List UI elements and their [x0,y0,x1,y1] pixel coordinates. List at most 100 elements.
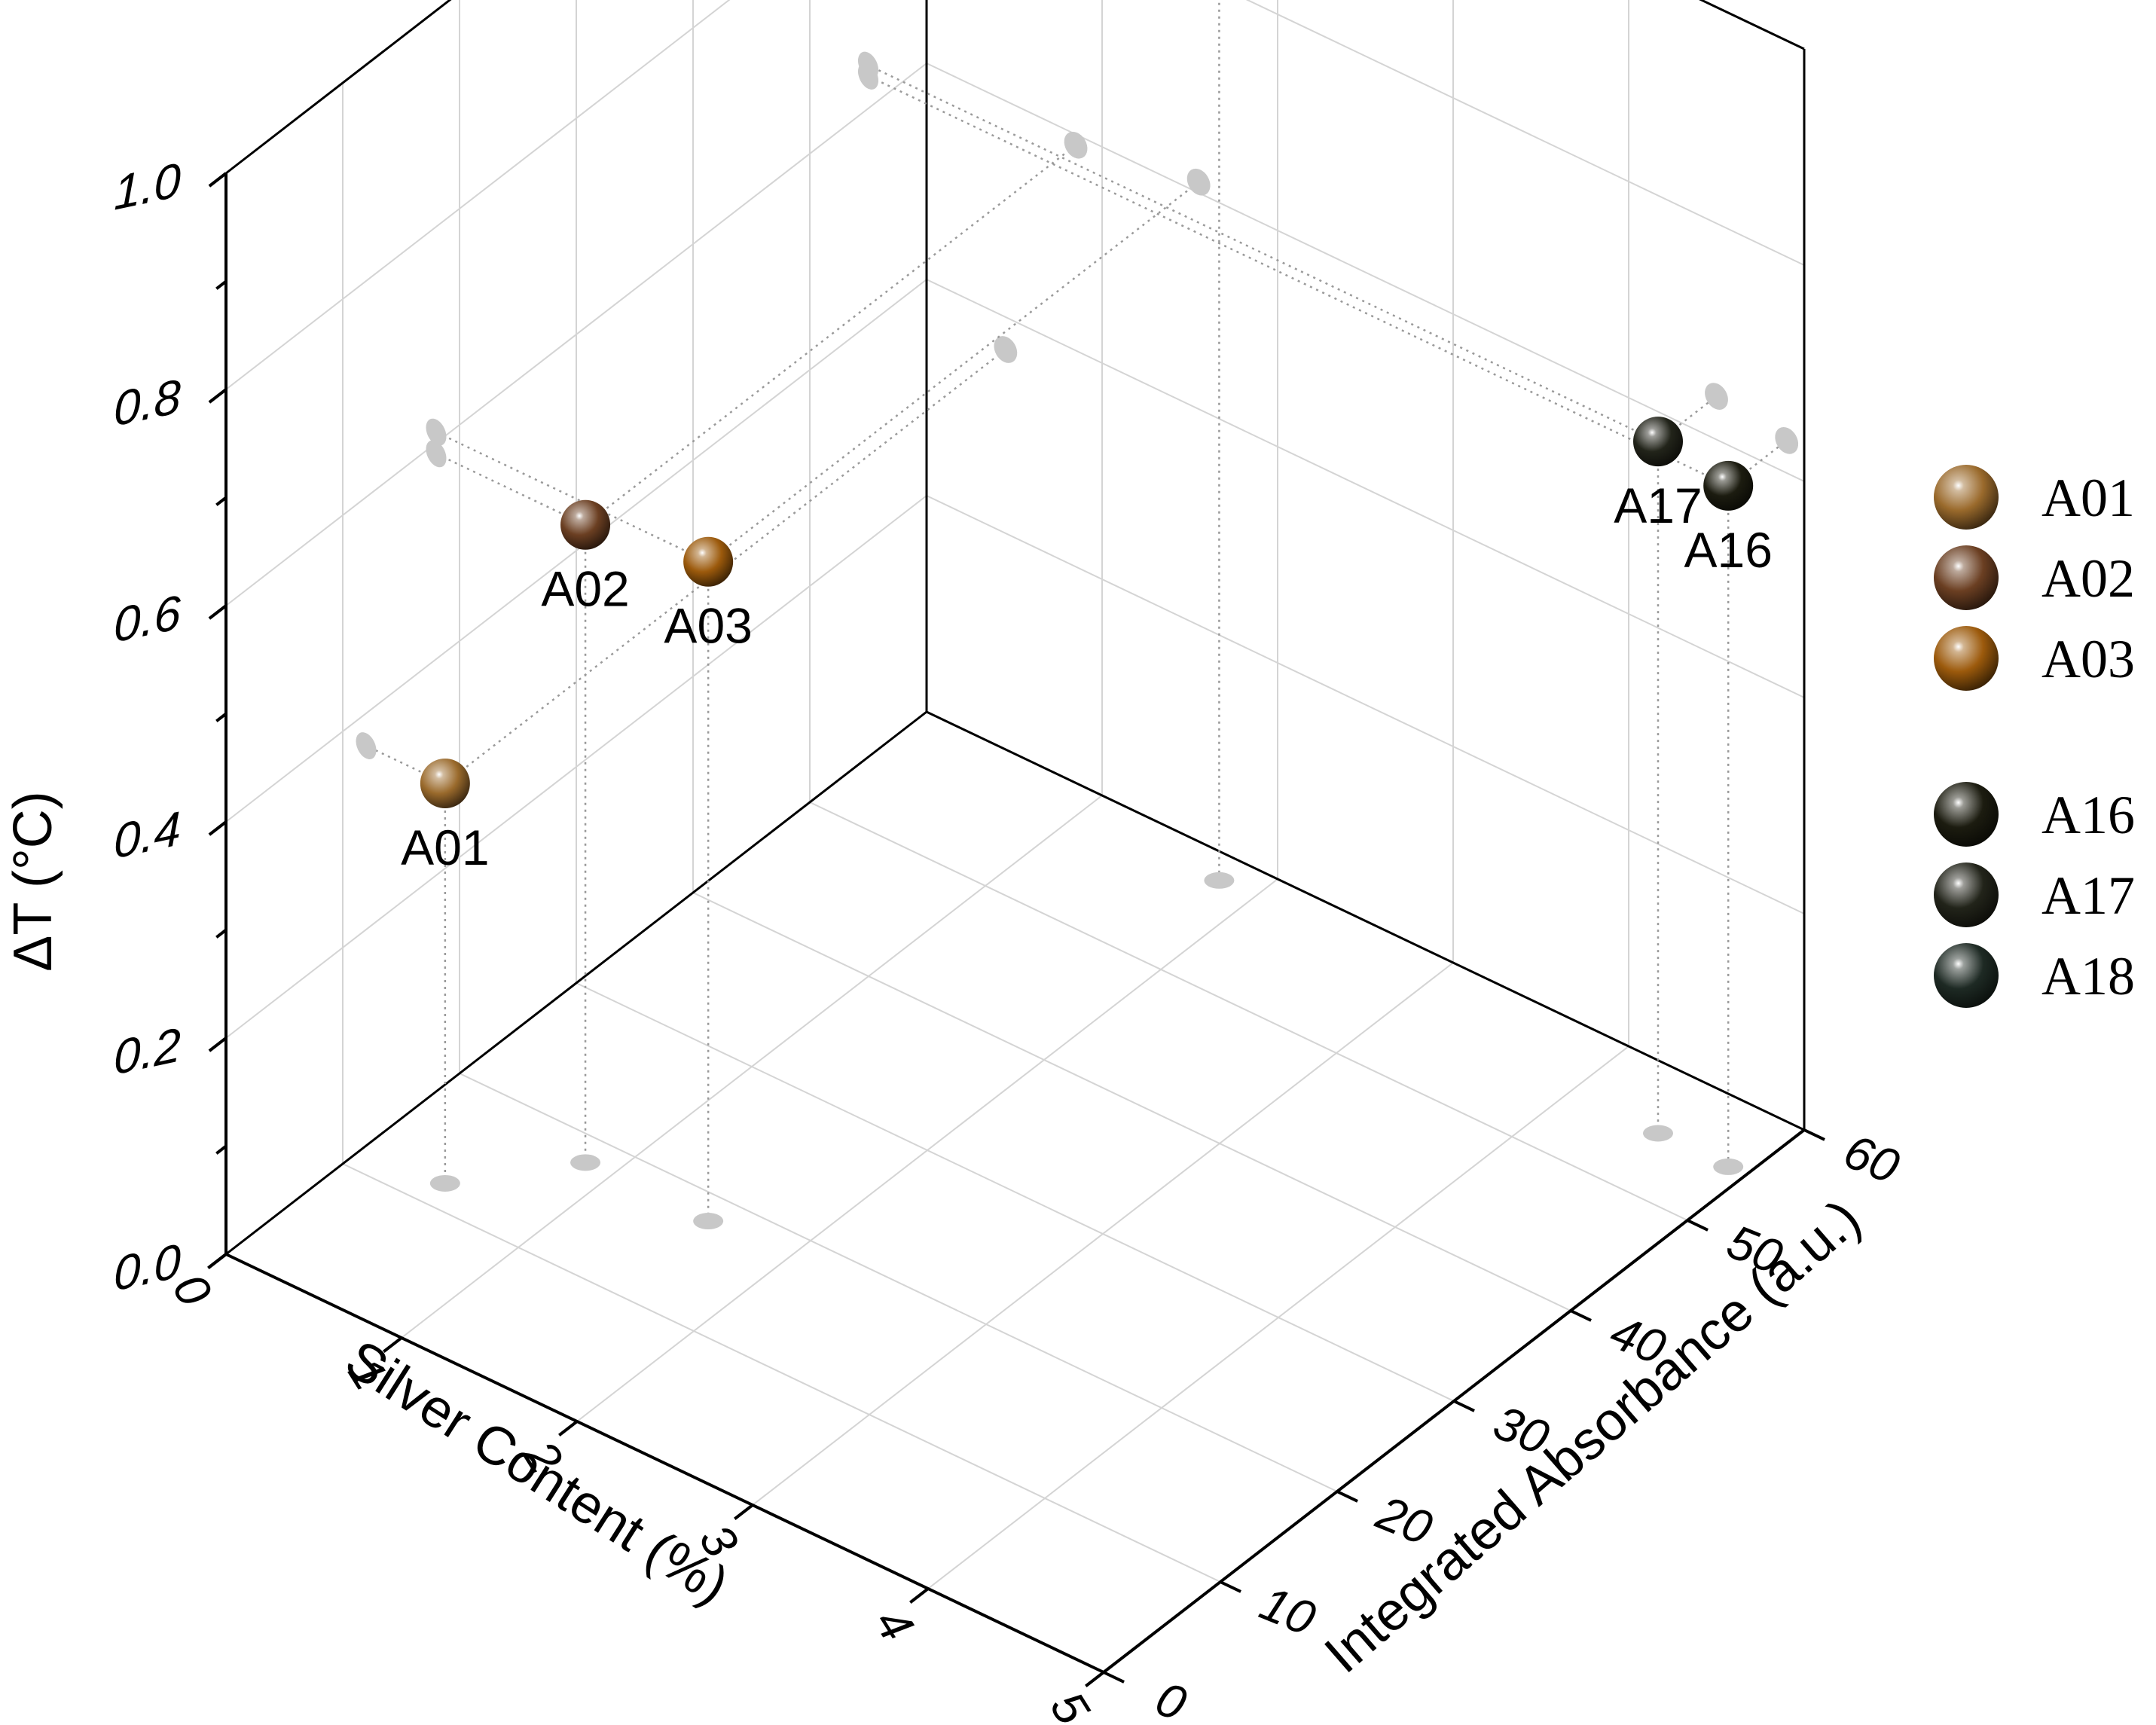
right-wall-grid-z [1699,0,1805,50]
point-label: A03 [664,598,752,654]
y-tick-label: 10 [1253,1576,1323,1647]
z-axis-tick [208,1037,228,1052]
y-axis-tick [1453,1400,1475,1412]
left-wall-shadow [857,51,879,79]
left-wall-grid-z [225,63,927,606]
point-label: A02 [541,561,629,617]
right-wall-top-edge [1699,0,1805,50]
left-wall-top-edge [225,0,452,175]
floor-grid-y [459,1073,1338,1492]
back-floor-edge [225,710,927,1256]
floor-grid-y [809,801,1688,1221]
z-axis-minor-tick [215,279,228,290]
left-wall-grid-z [225,495,927,1039]
floor-shadow [570,1154,601,1171]
left-wall-shadow [356,732,377,760]
x-tick-label: 5 [1040,1682,1100,1725]
floor-grid-y [576,982,1455,1402]
z-axis-tick [208,172,228,188]
floor-shadow [1713,1158,1744,1175]
y-tick-label: 60 [1837,1124,1907,1195]
right-wall-grid-z [926,63,1805,482]
legend-marker [1934,943,1999,1008]
z-tick-label: 0.4 [114,801,181,869]
data-point-a01 [420,759,470,808]
drop-line-right-wall [1657,395,1718,443]
drop-line-right-wall [585,144,1076,526]
floor-grid-y [692,892,1571,1311]
z-tick-label: 0.8 [114,368,181,437]
projection-lines [356,0,1799,1230]
z-axis-tick [208,388,228,404]
legend: A01 A02 A03 A16 A17 A18 [1934,465,2135,1008]
right-wall-shadow [1705,383,1728,410]
data-point-a17 [1633,417,1683,467]
z-tick-label: 0.6 [114,585,181,653]
drop-line-left-wall [867,75,1729,487]
y-axis-tick [1687,1219,1709,1232]
drop-line-left-wall [435,453,586,526]
left-wall-grid-z [225,0,731,390]
y-tick-label: 0 [1149,1671,1194,1725]
right-wall-grid-z [926,279,1805,698]
legend-label: A01 [2041,468,2135,528]
legend-label: A16 [2041,785,2135,845]
x-axis-tick [1085,1671,1105,1687]
x-axis-tick [383,1336,403,1353]
right-wall-shadow [1064,131,1088,159]
right-wall-grid-z [1245,0,1805,266]
drop-line-left-wall [435,431,709,563]
x-tick-label: 4 [864,1598,924,1650]
legend-marker [1934,465,1999,530]
point-label: A16 [1684,522,1772,578]
y-axis-tick [1803,1128,1825,1141]
z-axis-tick [208,604,228,620]
floor-grid-y [342,1163,1221,1583]
left-wall-shadow [426,418,447,446]
legend-label: A03 [2041,629,2135,689]
z-tick-label: 1.0 [114,152,181,221]
data-point-a03 [683,536,734,587]
y-axis-tick [1103,1671,1125,1684]
drop-line-right-wall [707,181,1199,563]
z-axis-tick [208,820,228,836]
z-axis-minor-tick [215,712,228,722]
legend-marker [1934,626,1999,691]
y-axis-title: Integrated Absorbance (a.u.) [1314,1188,1872,1684]
y-axis-tick [1570,1309,1592,1322]
legend-marker [1934,545,1999,610]
floor-shadow [693,1213,724,1230]
y-axis-tick [1220,1580,1241,1593]
drop-line-left-wall [867,64,1659,443]
drop-line-right-wall [1727,439,1788,487]
floor-shadow [429,1174,460,1192]
legend-label: A18 [2041,946,2135,1006]
z-axis-tick [208,1253,228,1269]
right-wall-shadow [1186,168,1211,196]
data-point-a02 [560,499,611,550]
z-axis-title: ΔT (°C) [3,791,63,972]
z-tick-label: 0.2 [114,1017,181,1085]
x-axis-tick [558,1420,579,1436]
legend-marker [1934,862,1999,927]
z-axis-minor-tick [215,1144,228,1155]
data-point-a16 [1703,460,1754,511]
floor-shadow [1643,1125,1673,1142]
z-axis-minor-tick [215,928,228,939]
x-axis-line [225,1253,1104,1674]
right-wall-shadow [1775,426,1799,454]
left-wall-shadow [426,440,447,468]
floor-shadow [1204,872,1235,889]
legend-label: A17 [2041,866,2135,926]
x-axis-tick [909,1587,930,1604]
legend-label: A02 [2041,548,2135,609]
legend-marker [1934,782,1999,847]
right-wall-shadow [994,336,1018,363]
point-label: A17 [1614,478,1702,533]
left-wall-grid-z [225,279,927,823]
x-axis-tick [734,1504,754,1520]
y-axis-tick [1336,1490,1358,1503]
